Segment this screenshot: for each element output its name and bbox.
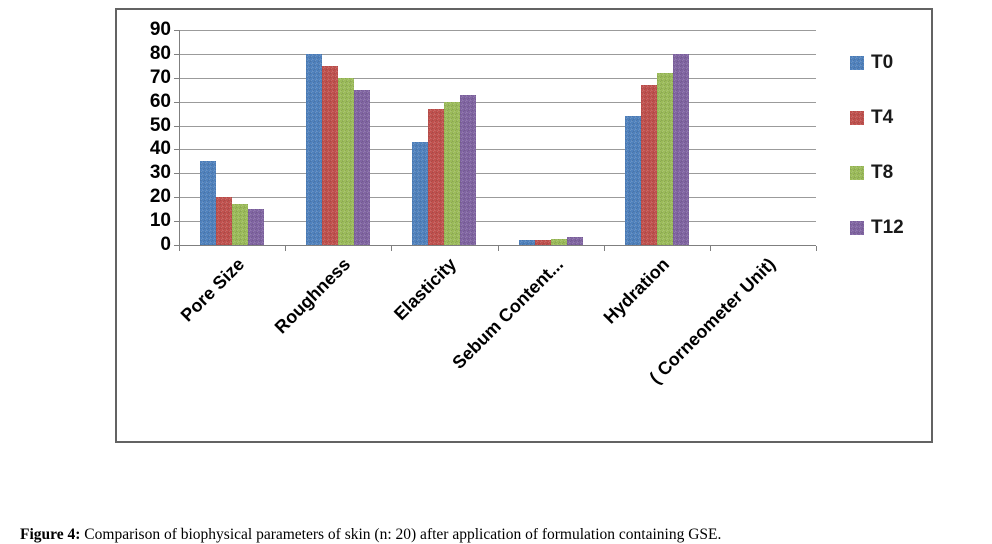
y-axis-label-70: 70 [149, 66, 171, 88]
bar-t8-roughness [338, 77, 355, 245]
y-axis-label-50: 50 [149, 114, 171, 136]
bar-t12-sebum-content [566, 236, 583, 245]
y-axis-label-20: 20 [149, 186, 171, 208]
x-tick-1 [285, 246, 287, 251]
gridline-60 [179, 101, 816, 103]
bar-t12-elasticity [460, 94, 477, 245]
gridline-30 [179, 173, 816, 175]
gridline-20 [179, 197, 816, 199]
y-axis-label-10: 10 [149, 210, 171, 232]
y-tick-0 [174, 245, 180, 246]
x-tick-2 [391, 246, 393, 251]
y-tick-70 [174, 77, 180, 79]
bar-t4-sebum-content [534, 240, 551, 245]
bar-t4-hydration [640, 84, 657, 245]
gridline-40 [179, 149, 816, 151]
y-tick-80 [174, 53, 180, 55]
y-axis-label-60: 60 [149, 90, 171, 112]
bar-t8-pore-size [232, 204, 249, 245]
bar-t4-roughness [322, 65, 339, 245]
gridline-90 [179, 30, 816, 31]
y-tick-90 [174, 30, 180, 31]
bar-t0-sebum-content [518, 240, 535, 245]
figure-caption: Figure 4: Comparison of biophysical para… [20, 526, 970, 544]
x-tick-5 [709, 246, 711, 251]
legend-label-t8: T8 [871, 162, 894, 183]
x-tick-0 [179, 246, 180, 251]
legend-swatch-t0 [850, 56, 864, 70]
legend-item-t8: T8 [850, 162, 904, 184]
chart-container: 90 80 70 60 50 40 30 20 10 0 Pore Size Roughness Ela… [115, 8, 933, 443]
x-tick-3 [497, 246, 499, 251]
legend-label-t12: T12 [871, 217, 904, 238]
y-tick-60 [174, 101, 180, 103]
y-axis-label-30: 30 [149, 162, 171, 184]
x-tick-6 [816, 246, 817, 251]
y-tick-10 [174, 221, 180, 223]
gridline-80 [179, 53, 816, 55]
legend-item-t4: T4 [850, 107, 904, 129]
legend-label-t4: T4 [871, 107, 894, 128]
bar-t0-roughness [306, 53, 323, 245]
bar-t12-pore-size [248, 209, 265, 245]
x-tick-4 [603, 246, 605, 251]
x-axis-label-hydration: Hydration [599, 254, 673, 328]
y-tick-20 [174, 197, 180, 199]
legend-swatch-t12 [850, 221, 864, 235]
y-axis-label-40: 40 [149, 138, 171, 160]
bar-t8-sebum-content [550, 239, 567, 245]
y-tick-30 [174, 173, 180, 175]
bar-t8-elasticity [444, 101, 461, 245]
gridline-50 [179, 125, 816, 127]
figure-caption-text: Comparison of biophysical parameters of … [80, 525, 722, 543]
gridline-70 [179, 77, 816, 79]
plot-area: 90 80 70 60 50 40 30 20 10 0 Pore Size Roughness Ela… [150, 19, 817, 388]
y-axis-label-0: 0 [160, 234, 171, 255]
legend-label-t0: T0 [871, 52, 894, 73]
legend: T0 T4 T8 T12 [850, 52, 904, 239]
legend-item-t0: T0 [850, 52, 904, 74]
y-axis-label-90: 90 [149, 19, 171, 40]
legend-swatch-t4 [850, 111, 864, 125]
bar-t0-hydration [624, 116, 641, 245]
bar-t8-hydration [656, 73, 673, 245]
bar-t12-hydration [672, 53, 689, 245]
y-tick-50 [174, 125, 180, 127]
bar-t4-pore-size [216, 197, 233, 245]
bar-t12-roughness [354, 89, 371, 245]
legend-swatch-t8 [850, 166, 864, 180]
y-axis-label-80: 80 [149, 42, 171, 64]
bar-t0-pore-size [200, 161, 217, 245]
gridline-10 [179, 221, 816, 223]
x-axis-label-sebum-content: Sebum Content... [447, 254, 567, 373]
bar-t4-elasticity [428, 108, 445, 245]
x-axis-label-elasticity: Elasticity [390, 254, 461, 325]
legend-item-t12: T12 [850, 217, 904, 239]
bar-t0-elasticity [412, 142, 429, 245]
figure-caption-label: Figure 4: [20, 525, 81, 543]
y-tick-40 [174, 149, 180, 151]
x-axis-label-roughness: Roughness [270, 254, 355, 338]
x-axis-label-pore-size: Pore Size [176, 254, 249, 326]
y-axis-line [179, 30, 180, 246]
x-axis-line [179, 245, 816, 246]
